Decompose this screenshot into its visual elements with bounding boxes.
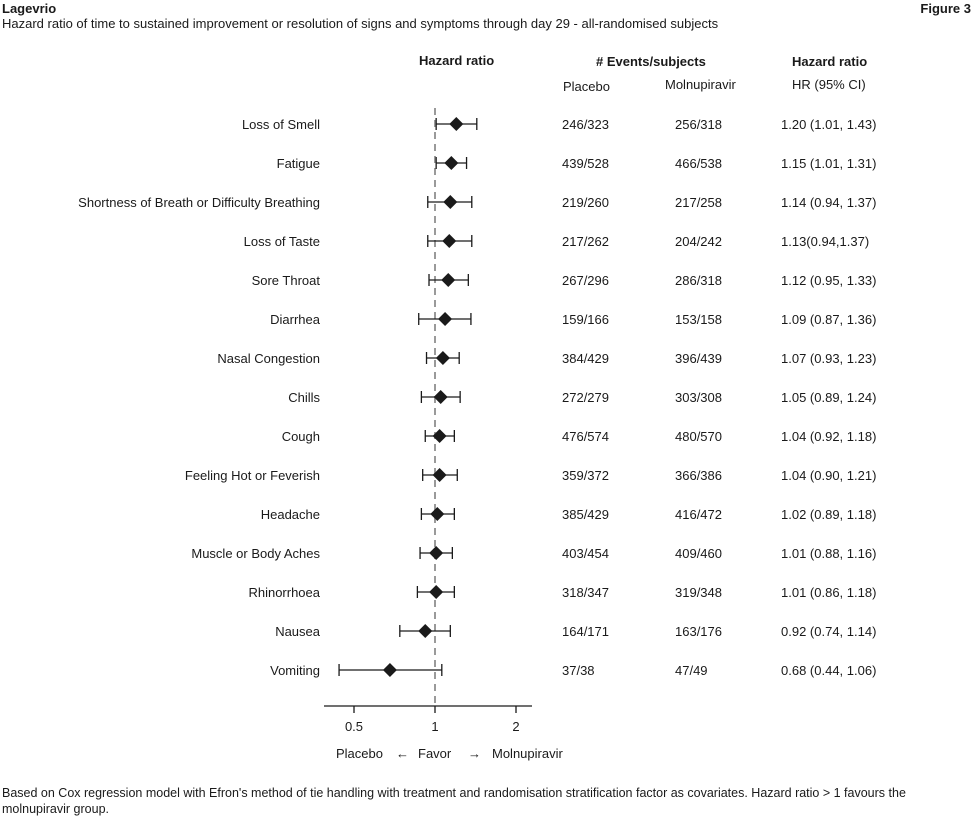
molnupiravir-column-header: Molnupiravir: [665, 77, 736, 92]
hr-point: [438, 312, 453, 326]
legend-favor: Favor: [418, 746, 452, 761]
brand-title: Lagevrio: [2, 1, 57, 16]
hr-ci-value: 1.02 (0.89, 1.18): [781, 507, 877, 522]
hr-point: [429, 546, 444, 560]
placebo-count: 246/323: [562, 117, 609, 132]
hr-ci-value: 1.05 (0.89, 1.24): [781, 390, 877, 405]
x-tick-label: 2: [512, 719, 519, 734]
row-label: Shortness of Breath or Difficulty Breath…: [78, 195, 320, 210]
plot-column-header: Hazard ratio: [419, 53, 495, 68]
hr-ci-value: 1.09 (0.87, 1.36): [781, 312, 877, 327]
molnupiravir-count: 303/308: [675, 390, 722, 405]
row-label: Sore Throat: [251, 273, 320, 288]
row-label: Diarrhea: [270, 312, 320, 327]
molnupiravir-count: 480/570: [675, 429, 722, 444]
footnote: Based on Cox regression model with Efron…: [2, 786, 906, 816]
placebo-count: 159/166: [562, 312, 609, 327]
hr-point: [449, 117, 464, 131]
hr-point: [430, 507, 445, 521]
hr-point: [444, 156, 459, 170]
molnupiravir-count: 366/386: [675, 468, 722, 483]
legend-left-arrow-icon: ←: [396, 746, 409, 761]
hr-point: [433, 390, 448, 404]
hr-point: [382, 663, 397, 677]
molnupiravir-count: 256/318: [675, 117, 722, 132]
placebo-count: 164/171: [562, 624, 609, 639]
hr-ci-value: 1.04 (0.92, 1.18): [781, 429, 877, 444]
row-label: Cough: [281, 429, 320, 444]
row-label: Muscle or Body Aches: [191, 546, 320, 561]
x-tick-label: 1: [431, 719, 438, 734]
hr-ci-value: 1.13(0.94,1.37): [781, 234, 870, 249]
hr-ci-value: 1.01 (0.88, 1.16): [781, 546, 877, 561]
placebo-count: 384/429: [562, 351, 609, 366]
molnupiravir-count: 153/158: [675, 312, 722, 327]
hr-point: [442, 234, 457, 248]
row-label: Feeling Hot or Feverish: [184, 468, 320, 483]
hr-ci-value: 1.01 (0.86, 1.18): [781, 585, 877, 600]
legend-right-arrow-icon: →: [468, 746, 481, 761]
events-column-header: # Events/subjects: [596, 54, 706, 69]
hr-point: [432, 468, 447, 482]
molnupiravir-count: 204/242: [675, 234, 722, 249]
hr-point: [432, 429, 447, 443]
molnupiravir-count: 163/176: [675, 624, 722, 639]
chart-subtitle: Hazard ratio of time to sustained improv…: [2, 16, 719, 31]
molnupiravir-count: 47/49: [675, 663, 708, 678]
row-label: Loss of Taste: [243, 234, 320, 249]
molnupiravir-count: 217/258: [675, 195, 722, 210]
hr-ci-value: 1.14 (0.94, 1.37): [781, 195, 877, 210]
molnupiravir-count: 319/348: [675, 585, 722, 600]
hr-ci-value: 1.20 (1.01, 1.43): [781, 117, 877, 132]
x-tick-label: 0.5: [345, 719, 363, 734]
row-label: Nasal Congestion: [217, 351, 320, 366]
placebo-count: 267/296: [562, 273, 609, 288]
hr-point: [418, 624, 433, 638]
hr-ci-value: 1.04 (0.90, 1.21): [781, 468, 877, 483]
hr-ci-value: 1.12 (0.95, 1.33): [781, 273, 877, 288]
row-label: Loss of Smell: [241, 117, 320, 132]
legend-placebo: Placebo: [336, 746, 383, 761]
placebo-count: 272/279: [562, 390, 609, 405]
placebo-column-header: Placebo: [563, 79, 610, 94]
row-label: Headache: [260, 507, 320, 522]
hr-point: [435, 351, 450, 365]
molnupiravir-count: 416/472: [675, 507, 722, 522]
figure-label: Figure 3: [920, 1, 971, 16]
molnupiravir-count: 396/439: [675, 351, 722, 366]
hr-point: [443, 195, 458, 209]
molnupiravir-count: 409/460: [675, 546, 722, 561]
row-label: Chills: [288, 390, 320, 405]
hr-ci-value: 0.68 (0.44, 1.06): [781, 663, 877, 678]
hr-point: [429, 585, 444, 599]
row-label: Fatigue: [276, 156, 320, 171]
row-label: Rhinorrhoea: [248, 585, 320, 600]
placebo-count: 385/429: [562, 507, 609, 522]
molnupiravir-count: 286/318: [675, 273, 722, 288]
hr-ci-value: 1.15 (1.01, 1.31): [781, 156, 877, 171]
hr-ci-column-header: HR (95% CI): [792, 77, 866, 92]
placebo-count: 439/528: [562, 156, 609, 171]
row-label: Vomiting: [270, 663, 320, 678]
placebo-count: 37/38: [562, 663, 595, 678]
placebo-count: 219/260: [562, 195, 609, 210]
placebo-count: 403/454: [562, 546, 609, 561]
hr-column-header: Hazard ratio: [792, 54, 868, 69]
placebo-count: 476/574: [562, 429, 609, 444]
hr-ci-value: 0.92 (0.74, 1.14): [781, 624, 877, 639]
hr-point: [441, 273, 456, 287]
placebo-count: 217/262: [562, 234, 609, 249]
hr-ci-value: 1.07 (0.93, 1.23): [781, 351, 877, 366]
row-label: Nausea: [275, 624, 320, 639]
placebo-count: 359/372: [562, 468, 609, 483]
molnupiravir-count: 466/538: [675, 156, 722, 171]
legend-molnupiravir: Molnupiravir: [492, 746, 563, 761]
placebo-count: 318/347: [562, 585, 609, 600]
